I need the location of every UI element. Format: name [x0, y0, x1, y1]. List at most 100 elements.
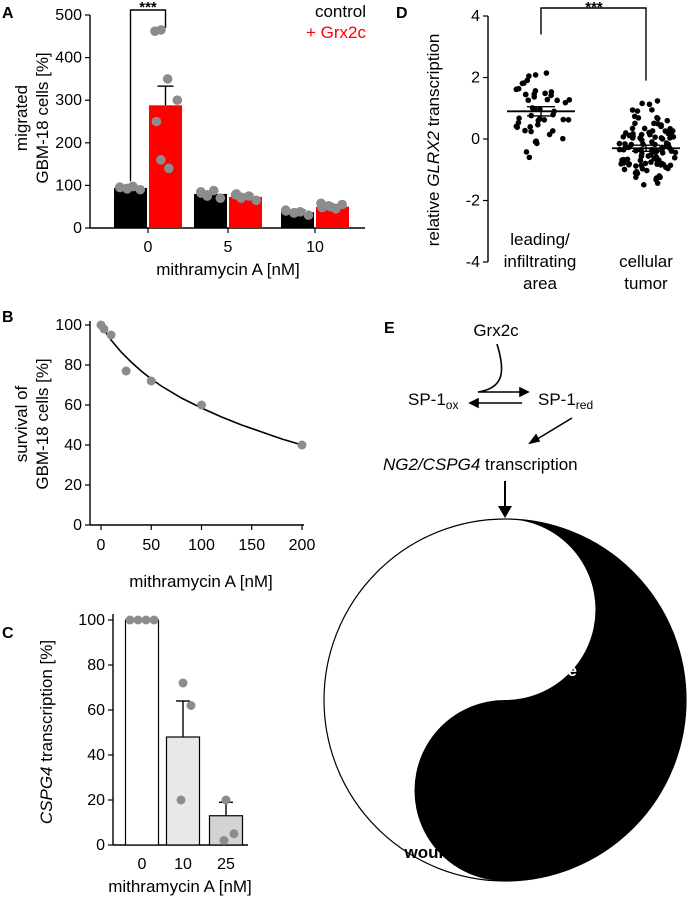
c-bar	[124, 619, 160, 846]
panel-c-ylabel-rest: transcription [%]	[37, 640, 56, 767]
legend-control: control	[315, 2, 366, 21]
d-data-point	[645, 153, 652, 159]
a-data-point	[337, 199, 347, 210]
d-data-point	[654, 180, 661, 186]
a-ytick-label: 0	[73, 220, 82, 237]
panel-letter-a: A	[2, 5, 14, 22]
panel-d-cat2-line2: tumor	[624, 274, 668, 293]
d-data-point	[662, 128, 669, 134]
wound-healing-label: wound healing	[404, 843, 524, 862]
d-data-point	[662, 164, 669, 171]
d-data-point	[522, 91, 529, 98]
progression-line1: progression/	[482, 639, 585, 658]
panel-d-cat2-line1: cellular	[619, 252, 673, 271]
sp1-ox-label: SP-1ox	[408, 390, 458, 412]
d-data-point	[633, 163, 639, 169]
c-data-point	[219, 836, 229, 845]
panel-d: D 4 2 0 -2 -4 relative GLRX2 transcription l…	[396, 0, 680, 293]
d-data-point	[641, 125, 648, 132]
d-ytick-label: 0	[471, 131, 480, 148]
a-data-point	[289, 207, 299, 218]
a-ytick-label: 500	[55, 7, 82, 24]
panel-c-xlabel: mithramycin A [nM]	[108, 877, 252, 896]
d-data-point	[643, 167, 650, 174]
d-data-point	[654, 98, 661, 104]
b-ytick-label: 100	[55, 317, 82, 334]
a-bar	[316, 206, 349, 228]
b-data-point	[297, 440, 307, 450]
d-data-point	[639, 100, 645, 107]
c-data-point	[141, 615, 151, 625]
b-ytick-label: 40	[64, 437, 82, 454]
d-data-point	[663, 140, 670, 146]
d-data-point	[560, 116, 567, 123]
d-data-point	[658, 162, 664, 168]
d-data-point	[532, 139, 539, 145]
d-data-point	[516, 115, 522, 121]
d-data-point	[658, 122, 664, 128]
a-xtick-label: 10	[306, 239, 324, 256]
c-data-point	[178, 678, 188, 688]
ng2-transcription-label: NG2/CSPG4 transcription	[383, 455, 578, 474]
d-data-point	[629, 125, 636, 132]
panel-a-ylabel-line1: migrated	[12, 85, 31, 151]
d-data-point	[616, 140, 623, 147]
a-data-point	[135, 184, 146, 195]
b-xtick-label: 150	[238, 537, 265, 554]
d-data-point	[524, 77, 531, 84]
migration-arrow	[456, 790, 468, 828]
d-data-point	[646, 101, 653, 108]
panel-d-cat1-line3: area	[523, 274, 558, 293]
a-bar	[114, 187, 147, 228]
d-data-point	[651, 120, 657, 127]
panel-c: C 0 20 40 60 80 100 0 10 25 CSPG4 transcription …	[2, 612, 252, 896]
b-ytick-label: 0	[73, 517, 82, 534]
d-data-point	[626, 161, 632, 167]
grx2c-label: Grx2c	[473, 321, 519, 340]
a-ytick-label: 400	[55, 50, 82, 67]
b-xtick-label: 50	[142, 537, 160, 554]
d-ytick-label: 2	[471, 70, 480, 87]
d-data-point	[548, 92, 554, 99]
c-xtick-label: 25	[217, 856, 235, 873]
panel-d-ylabel-pre: relative	[424, 187, 443, 247]
panel-b-xlabel: mithramycin A [nM]	[129, 572, 273, 591]
c-ytick-label: 100	[78, 612, 105, 629]
d-data-point	[565, 116, 572, 123]
d-data-point	[649, 128, 656, 134]
d-data-point	[522, 127, 528, 134]
panel-b-plot: 0 20 40 60 80 100 0 50 100 150 200	[55, 317, 315, 554]
d-data-point	[542, 90, 548, 97]
panel-letter-b: B	[2, 309, 14, 326]
panel-a-xlabel: mithramycin A [nM]	[156, 260, 300, 279]
d-data-point	[671, 154, 678, 161]
panel-d-ylabel: relative GLRX2 transcription	[424, 34, 443, 247]
d-data-point	[640, 182, 647, 188]
a-data-point	[202, 189, 213, 200]
d-data-point	[629, 107, 636, 113]
c-data-point	[125, 615, 135, 625]
reverse-arrowhead	[468, 397, 479, 409]
d-data-point	[667, 125, 673, 132]
d-data-point	[648, 159, 654, 165]
panel-c-plot: 0 20 40 60 80 100 0 10 25	[78, 612, 248, 873]
b-data-point	[99, 324, 109, 334]
b-fit-curve	[100, 324, 303, 446]
c-data-point	[186, 701, 196, 710]
d-data-point	[535, 121, 541, 128]
invasion-line1: glioblastoma	[480, 553, 576, 572]
a-data-point	[115, 182, 125, 192]
d-ytick-label: -2	[466, 193, 480, 210]
panel-d-significance: ***	[585, 0, 603, 16]
d-data-point	[626, 132, 633, 139]
d-data-point	[523, 149, 530, 155]
c-ytick-label: 40	[87, 747, 105, 764]
d-data-point	[652, 134, 658, 140]
panel-d-cat1-line1: leading/	[510, 230, 570, 249]
panel-a: A 0 100 200 300 400 500 0 5 10 migrated GBM-18 c…	[2, 0, 366, 279]
a-data-point	[162, 74, 173, 84]
d-data-point	[639, 137, 645, 143]
c-ytick-label: 0	[96, 837, 105, 854]
panel-letter-e: E	[384, 320, 395, 337]
d-data-point	[541, 117, 548, 123]
